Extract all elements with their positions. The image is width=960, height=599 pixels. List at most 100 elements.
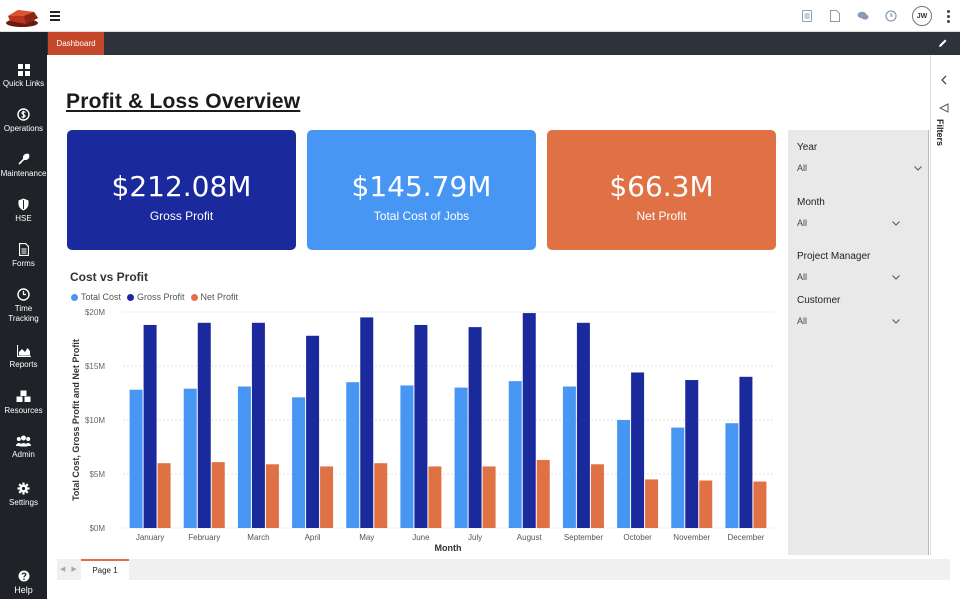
sidebar-item-label: Resources: [4, 406, 43, 415]
shield-icon: [18, 198, 29, 211]
sidebar-item-time-tracking[interactable]: Time Tracking: [0, 288, 47, 324]
sidebar-item-help[interactable]: Help: [0, 570, 47, 595]
x-tick-label: February: [188, 533, 220, 542]
x-tick-label: August: [517, 533, 543, 542]
page-tab-1[interactable]: Page 1: [81, 559, 129, 580]
more-options-icon[interactable]: [946, 9, 950, 23]
filter-name: Project Manager: [797, 251, 871, 262]
bar-net-profit: [374, 463, 388, 528]
top-icons: JW: [800, 6, 950, 26]
bar-gross-profit: [251, 322, 265, 528]
bar-gross-profit: [685, 380, 699, 528]
bar-net-profit: [590, 464, 604, 528]
sidebar-item-label: Settings: [9, 498, 38, 507]
filters-pane-label[interactable]: Filters: [935, 119, 945, 147]
bar-total-cost: [237, 386, 251, 528]
doc-lines-icon[interactable]: [800, 9, 814, 23]
bar-gross-profit: [414, 324, 428, 528]
kpi-card-gross-profit: $212.08M Gross Profit: [67, 130, 296, 250]
y-tick-label: $5M: [89, 470, 105, 479]
bar-gross-profit: [739, 376, 753, 528]
prev-page-arrow-icon[interactable]: ◀: [60, 566, 66, 573]
sidebar-item-settings[interactable]: Settings: [0, 482, 47, 508]
sidebar-item-label: Operations: [3, 124, 44, 133]
sidebar-item-quick-links[interactable]: Quick Links: [0, 64, 47, 89]
x-tick-label: November: [673, 533, 710, 542]
filter-name: Month: [797, 197, 825, 208]
chart-legend: Total Cost Gross Profit Net Profit: [71, 292, 238, 302]
file-icon[interactable]: [828, 9, 842, 23]
cubes-icon: [16, 390, 31, 402]
bar-total-cost: [129, 389, 143, 528]
kpi-card-net-profit: $66.3M Net Profit: [547, 130, 776, 250]
project-manager-dropdown[interactable]: All: [797, 268, 900, 286]
dropdown-value: All: [797, 218, 808, 228]
bar-net-profit: [428, 466, 442, 528]
user-avatar[interactable]: JW: [912, 6, 932, 26]
tab-dashboard[interactable]: Dashboard: [48, 32, 104, 55]
bar-gross-profit: [143, 324, 157, 528]
sidebar-item-label: Admin: [12, 450, 35, 459]
customer-dropdown[interactable]: All: [797, 312, 900, 330]
page-tabs-bar: ◀ ▶ Page 1: [57, 559, 950, 580]
grid-icon: [17, 64, 30, 76]
edit-pencil-icon[interactable]: [938, 38, 948, 48]
chat-icon[interactable]: [856, 9, 870, 23]
page-title: Profit & Loss Overview: [66, 90, 301, 113]
bar-total-cost: [292, 397, 306, 528]
bar-total-cost: [454, 387, 468, 528]
filter-project-manager: Project Manager All: [797, 251, 900, 286]
sidebar-item-maintenance[interactable]: Maintenance: [0, 153, 47, 179]
y-tick-label: $15M: [85, 362, 105, 371]
menu-toggle-button[interactable]: [50, 9, 60, 23]
area-chart-icon: [16, 345, 31, 357]
kpi-value: $145.79M: [351, 170, 492, 203]
clock-icon[interactable]: [884, 9, 898, 23]
bar-gross-profit: [631, 372, 645, 528]
chevron-left-icon[interactable]: [940, 75, 948, 85]
sidebar-item-admin[interactable]: Admin: [0, 435, 47, 460]
sidebar: Quick Links Operations Maintenance HSE F…: [0, 32, 47, 599]
bar-net-profit: [645, 479, 659, 528]
bar-net-profit: [536, 459, 550, 528]
x-tick-label: March: [247, 533, 269, 542]
x-tick-label: September: [564, 533, 603, 542]
legend-swatch: [127, 293, 135, 301]
year-dropdown[interactable]: All: [797, 159, 922, 177]
sidebar-item-label: Reports: [9, 360, 38, 369]
filter-name: Year: [797, 142, 818, 153]
x-tick-label: October: [623, 533, 652, 542]
users-icon: [16, 435, 31, 447]
legend-item-net-profit[interactable]: Net Profit: [190, 292, 238, 302]
company-logo[interactable]: [4, 4, 40, 28]
sidebar-item-operations[interactable]: Operations: [0, 108, 47, 134]
sidebar-item-label-line2: Tracking: [8, 314, 39, 323]
sidebar-item-label: Quick Links: [2, 79, 45, 88]
sidebar-item-hse[interactable]: HSE: [0, 198, 47, 224]
funnel-icon[interactable]: [939, 103, 949, 113]
x-axis-label: Month: [435, 543, 462, 553]
x-tick-label: July: [468, 533, 482, 542]
bar-gross-profit: [306, 335, 320, 528]
sidebar-item-forms[interactable]: Forms: [0, 243, 47, 269]
bar-gross-profit: [197, 322, 211, 528]
month-dropdown[interactable]: All: [797, 214, 900, 232]
sidebar-item-resources[interactable]: Resources: [0, 390, 47, 416]
bar-total-cost: [508, 381, 522, 528]
filter-month: Month All: [797, 197, 900, 232]
x-tick-label: December: [727, 533, 764, 542]
bar-net-profit: [211, 462, 225, 528]
bar-gross-profit: [468, 327, 482, 528]
legend-swatch: [190, 293, 198, 301]
sidebar-item-reports[interactable]: Reports: [0, 345, 47, 370]
report-canvas: Profit & Loss Overview $212.08M Gross Pr…: [47, 55, 930, 555]
legend-item-total-cost[interactable]: Total Cost: [71, 292, 121, 302]
legend-item-gross-profit[interactable]: Gross Profit: [127, 292, 185, 302]
bar-total-cost: [671, 427, 685, 528]
chart-title: Cost vs Profit: [70, 270, 149, 284]
filters-pane: Filters: [930, 55, 960, 555]
next-page-arrow-icon[interactable]: ▶: [71, 566, 77, 573]
cost-vs-profit-chart: $0M $5M $10M $15M $20M Total Cost, Gross Prof…: [71, 308, 773, 553]
dropdown-value: All: [797, 163, 808, 173]
bar-net-profit: [699, 480, 713, 528]
